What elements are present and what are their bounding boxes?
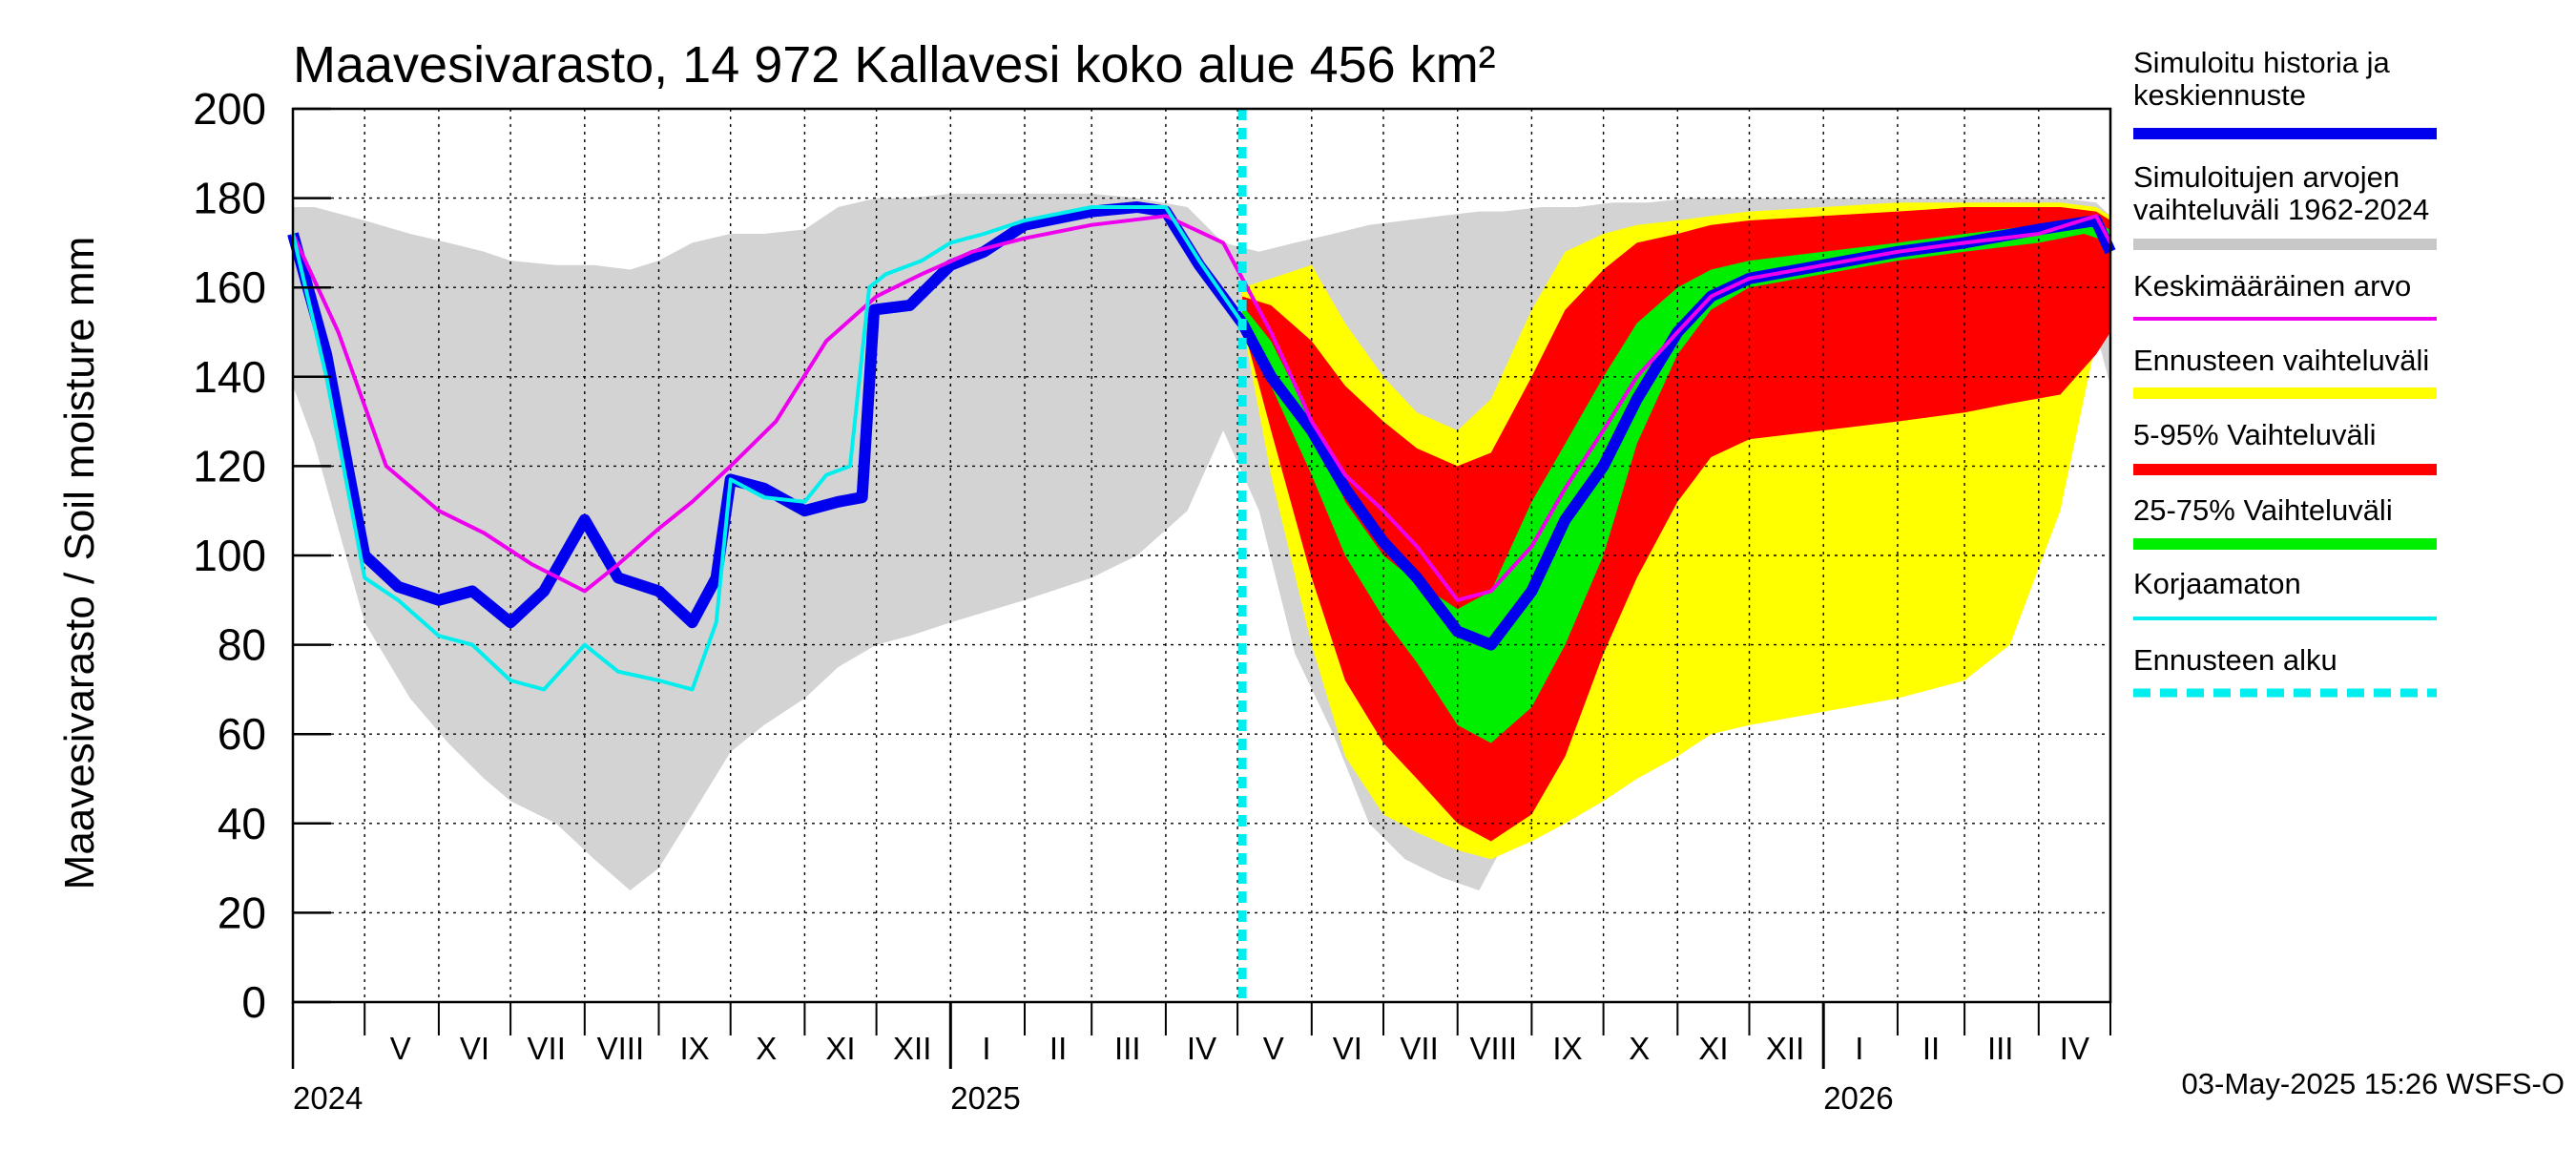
y-tick-label: 180 <box>193 174 266 223</box>
y-tick-label: 160 <box>193 262 266 312</box>
x-month-label: XII <box>893 1031 931 1066</box>
x-month-label: VIII <box>1470 1031 1518 1066</box>
y-tick-label: 100 <box>193 531 266 580</box>
x-month-label: IV <box>1187 1031 1216 1066</box>
x-month-label: IX <box>1552 1031 1582 1066</box>
x-month-label: X <box>1629 1031 1650 1066</box>
x-month-label: I <box>1855 1031 1863 1066</box>
legend-label: 5-95% Vaihteluväli <box>2133 418 2376 451</box>
y-tick-label: 40 <box>218 799 266 848</box>
x-month-label: III <box>1114 1031 1141 1066</box>
x-month-label: X <box>756 1031 777 1066</box>
chart-title: Maavesivarasto, 14 972 Kallavesi koko al… <box>293 36 1496 94</box>
legend-label: Ennusteen alku <box>2133 643 2337 677</box>
x-month-label: XII <box>1766 1031 1804 1066</box>
legend-label: Simuloitu historia ja <box>2133 46 2391 79</box>
y-tick-label: 20 <box>218 888 266 937</box>
legend-label: keskiennuste <box>2133 78 2306 112</box>
x-month-label: I <box>982 1031 990 1066</box>
y-tick-label: 120 <box>193 441 266 491</box>
x-month-label: VI <box>460 1031 489 1066</box>
band-3 <box>1242 220 2110 743</box>
x-year-label: 2024 <box>293 1080 363 1116</box>
x-month-label: II <box>1049 1031 1067 1066</box>
x-month-label: V <box>390 1031 411 1066</box>
y-tick-label: 80 <box>218 620 266 670</box>
y-tick-label: 60 <box>218 709 266 759</box>
y-tick-label: 0 <box>241 977 266 1027</box>
legend-label: Keskimääräinen arvo <box>2133 269 2411 303</box>
legend-label: Korjaamaton <box>2133 567 2301 600</box>
legend-label: Ennusteen vaihteluväli <box>2133 344 2429 377</box>
x-month-label: XI <box>1698 1031 1728 1066</box>
x-year-label: 2026 <box>1823 1080 1893 1116</box>
x-month-label: VII <box>528 1031 566 1066</box>
x-year-label: 2025 <box>950 1080 1020 1116</box>
x-month-label: XI <box>825 1031 855 1066</box>
legend-label: Simuloitujen arvojen <box>2133 160 2399 194</box>
y-axis-label: Maavesivarasto / Soil moisture mm <box>56 237 103 890</box>
x-month-label: IV <box>2060 1031 2089 1066</box>
series-line-2 <box>291 205 1244 692</box>
x-month-label: III <box>1987 1031 2014 1066</box>
x-month-label: IX <box>680 1031 710 1066</box>
y-tick-label: 200 <box>193 84 266 134</box>
x-month-label: V <box>1263 1031 1284 1066</box>
x-month-label: VI <box>1333 1031 1362 1066</box>
x-month-label: VIII <box>597 1031 645 1066</box>
x-month-label: II <box>1922 1031 1940 1066</box>
legend-label: 25-75% Vaihteluväli <box>2133 493 2393 527</box>
legend-label: vaihteluväli 1962-2024 <box>2133 193 2429 226</box>
x-month-label: VII <box>1400 1031 1438 1066</box>
timestamp: 03-May-2025 15:26 WSFS-O <box>2182 1067 2565 1100</box>
series-line-1 <box>291 214 2112 602</box>
y-tick-label: 140 <box>193 352 266 402</box>
